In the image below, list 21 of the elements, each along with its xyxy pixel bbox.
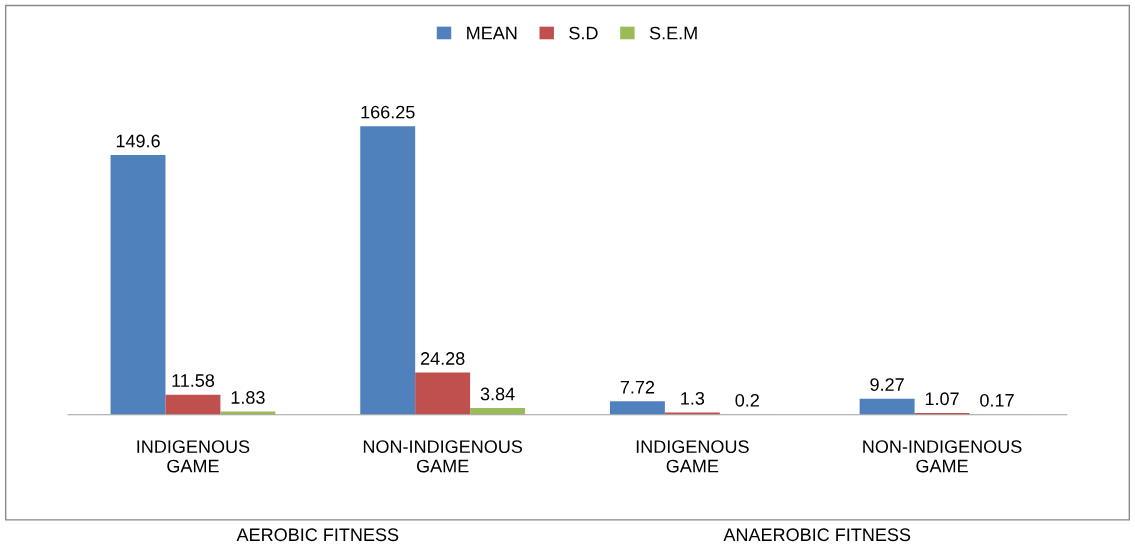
data-label: 1.83	[231, 391, 265, 404]
data-label: 9.27	[870, 378, 904, 391]
x-tick-label: INDIGENOUS GAME	[137, 440, 250, 473]
data-label: 0.17	[980, 393, 1014, 407]
x-tick-label: NON-INDIGENOUS GAME	[863, 440, 1022, 473]
legend-label: S.E.M	[649, 26, 697, 40]
x-tick-label: INDIGENOUS GAME	[636, 440, 749, 473]
data-label: 0.2	[735, 393, 759, 407]
data-label: 7.72	[620, 380, 655, 394]
data-label: 166.25	[361, 105, 415, 119]
legend-label: S.D	[569, 26, 598, 40]
text: ANAEROBIC FITNESS	[723, 528, 911, 542]
data-label: 24.28	[420, 352, 465, 365]
data-label: 1.07	[925, 392, 959, 406]
text: AEROBIC FITNESS	[236, 528, 399, 542]
data-label: 3.84	[480, 387, 515, 401]
legend-label: MEAN	[467, 26, 517, 40]
data-label: 149.6	[116, 134, 160, 148]
x-tick-label: NON-INDIGENOUS GAME	[363, 440, 523, 473]
data-label: 1.3	[681, 391, 705, 405]
data-label: 11.58	[172, 374, 215, 387]
